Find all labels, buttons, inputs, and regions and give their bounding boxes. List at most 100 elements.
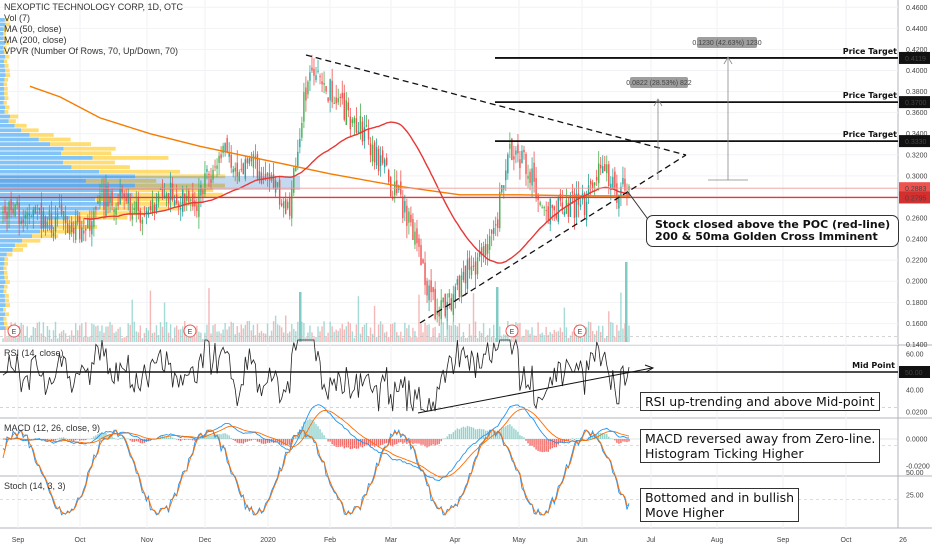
price-target-label: Price Target — [843, 47, 897, 56]
macd-histogram-bar — [432, 439, 434, 445]
macd-histogram-bar — [359, 439, 362, 447]
volume-bar — [527, 330, 529, 342]
symbol-title[interactable]: NEXOPTIC TECHNOLOGY CORP, 1D, OTC — [4, 2, 184, 12]
rsi-note: RSI up-trending and above Mid-point — [640, 392, 880, 411]
candle-body — [505, 170, 507, 181]
volume-bar — [486, 335, 489, 342]
candle-body — [50, 213, 53, 233]
macd-histogram-bar — [557, 439, 560, 445]
volume-bar — [355, 324, 358, 342]
volume-bar — [16, 337, 18, 342]
candle-body — [200, 185, 202, 196]
volume-bar — [410, 337, 412, 342]
candle-body — [369, 143, 372, 156]
vpvr-up-bar — [0, 59, 4, 64]
candle-body — [408, 211, 410, 223]
macd-histogram-bar — [501, 427, 503, 439]
volume-bar — [604, 338, 606, 342]
candle-body — [260, 172, 263, 184]
candle-body — [513, 156, 515, 160]
vpvr-down-bar — [3, 307, 6, 312]
indicator-ma50[interactable]: MA (50, close) — [4, 24, 62, 34]
volume-bar — [521, 336, 523, 342]
candle-body — [246, 158, 249, 164]
macd-histogram-bar — [339, 439, 341, 447]
macd-histogram-bar — [436, 439, 438, 445]
price-axis-label: 0.1800 — [906, 300, 928, 307]
vpvr-down-bar — [5, 303, 11, 307]
rsi-pane-title[interactable]: RSI (14, close) — [4, 348, 64, 358]
volume-bar — [129, 324, 131, 342]
vpvr-up-bar — [0, 266, 4, 271]
macd-histogram-bar — [83, 439, 85, 441]
candle-body — [87, 219, 89, 229]
candle-body — [22, 219, 24, 224]
volume-bar — [97, 325, 99, 342]
candle-body — [210, 179, 212, 184]
vpvr-down-bar — [5, 326, 10, 330]
macd-histogram-bar — [505, 426, 507, 439]
price-axis-label: 0.3000 — [906, 173, 928, 180]
measure-arrowhead-2 — [723, 56, 733, 65]
stoch-pane-title[interactable]: Stoch (14, 3, 3) — [4, 481, 66, 491]
volume-bar — [74, 323, 77, 342]
volume-bar — [426, 325, 428, 342]
macd-histogram-bar — [606, 434, 608, 439]
candle-body — [385, 157, 388, 165]
price-axis-label: 0.3600 — [906, 110, 928, 117]
candle-body — [519, 159, 521, 169]
volume-bar — [244, 324, 247, 342]
vpvr-down-bar — [134, 183, 225, 188]
candle-body — [488, 236, 491, 251]
vpvr-down-bar — [5, 54, 10, 59]
macd-pane-title[interactable]: MACD (12, 26, close, 9) — [4, 423, 101, 433]
volume-bar — [323, 321, 325, 342]
macd-histogram-bar — [28, 439, 30, 440]
volume-bar — [365, 322, 368, 342]
candle-body — [575, 193, 578, 218]
candle-body — [206, 169, 208, 172]
candle-body — [119, 188, 121, 205]
vpvr-up-bar — [0, 160, 64, 165]
volume-bar — [349, 323, 352, 342]
volume-bar — [248, 320, 251, 342]
macd-histogram-bar — [591, 435, 594, 439]
volume-bar — [385, 331, 388, 342]
volume-bar — [620, 292, 622, 342]
candle-body — [101, 190, 103, 192]
candle-body — [291, 187, 293, 219]
price-target-label: Price Target — [843, 91, 897, 100]
indicator-ma200[interactable]: MA (200, close) — [4, 35, 67, 45]
macd-histogram-bar — [600, 432, 602, 439]
macd-histogram-bar — [216, 434, 218, 439]
macd-histogram-bar — [345, 439, 347, 448]
indicator-vol[interactable]: Vol (7) — [4, 13, 31, 23]
vpvr-up-bar — [0, 317, 4, 321]
vpvr-down-bar — [5, 22, 10, 27]
macd-histogram-bar — [440, 439, 442, 442]
candle-body — [109, 196, 111, 203]
indicator-vpvr[interactable]: VPVR (Number Of Rows, 70, Up/Down, 70) — [4, 46, 179, 56]
vpvr-down-bar — [3, 266, 7, 271]
candle-body — [234, 167, 236, 172]
volume-bar — [125, 336, 127, 342]
volume-bar — [490, 336, 493, 342]
candle-body — [4, 205, 6, 213]
volume-bar — [317, 326, 319, 342]
macd-histogram-bar — [143, 439, 146, 443]
vpvr-up-bar — [0, 105, 6, 110]
volume-bar — [551, 333, 553, 342]
macd-histogram-bar — [503, 427, 505, 439]
vpvr-down-bar — [4, 321, 8, 326]
macd-histogram-bar — [628, 439, 630, 442]
volume-bar — [36, 322, 39, 342]
candle-body — [484, 243, 487, 256]
volume-bar — [379, 321, 382, 342]
candle-body — [545, 210, 547, 212]
price-axis-label: 0.2600 — [906, 216, 928, 223]
candle-body — [287, 201, 289, 209]
macd-histogram-bar — [392, 439, 394, 447]
candle-body — [44, 216, 47, 228]
